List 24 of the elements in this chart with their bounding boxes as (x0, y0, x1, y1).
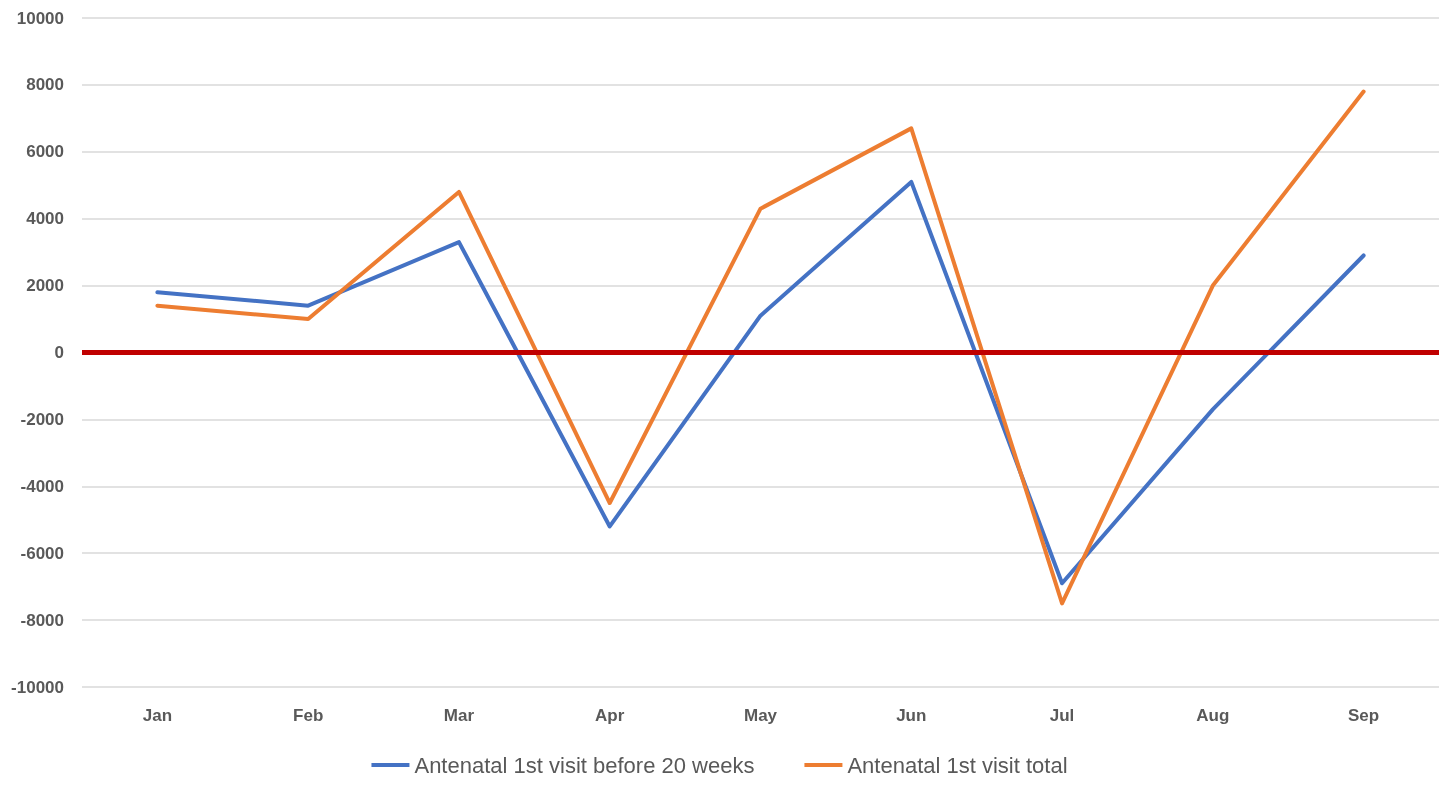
y-tick-label: 0 (54, 343, 64, 362)
y-tick-label: -6000 (20, 543, 64, 563)
x-tick-label: Jul (1049, 706, 1075, 725)
line-series (155, 179, 1366, 586)
legend-label: Antenatal 1st visit before 20 weeks (414, 752, 755, 778)
y-tick-label: -8000 (20, 610, 64, 630)
y-tick-label: 2000 (26, 276, 64, 296)
y-tick-label: 4000 (26, 209, 64, 229)
y-tick-label: -10000 (11, 677, 64, 697)
x-tick-label: Aug (1196, 706, 1230, 725)
y-tick-label: 6000 (26, 142, 64, 162)
x-tick-label: Feb (293, 706, 324, 725)
x-tick-label: Jan (142, 706, 173, 725)
x-tick-label: Apr (595, 706, 625, 725)
x-tick-label: Sep (1348, 706, 1380, 725)
y-tick-label: -4000 (20, 476, 64, 496)
y-tick-label: 8000 (26, 75, 64, 95)
line-series (155, 89, 1366, 606)
y-tick-label: 10000 (16, 8, 64, 28)
legend-label: Antenatal 1st visit total (847, 752, 1068, 778)
x-tick-label: May (743, 706, 778, 725)
x-tick-label: Jun (896, 706, 927, 725)
y-tick-label: -2000 (20, 409, 64, 429)
x-tick-label: Mar (443, 706, 475, 725)
